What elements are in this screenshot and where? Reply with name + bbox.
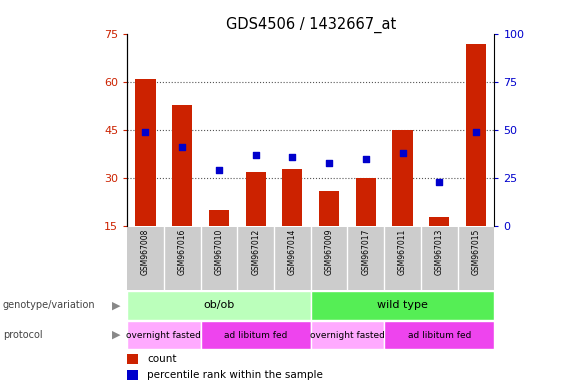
Text: percentile rank within the sample: percentile rank within the sample (147, 370, 323, 380)
Bar (127, 291, 311, 320)
Text: ad libitum fed: ad libitum fed (407, 331, 471, 339)
Title: GDS4506 / 1432667_at: GDS4506 / 1432667_at (225, 17, 396, 33)
Text: ad libitum fed: ad libitum fed (224, 331, 288, 339)
Text: GSM967016: GSM967016 (178, 229, 186, 275)
Bar (172, 104, 192, 226)
Text: GSM967009: GSM967009 (325, 229, 333, 275)
Text: GSM967010: GSM967010 (215, 229, 223, 275)
Point (324, 160, 333, 166)
Text: ▶: ▶ (111, 330, 120, 340)
Bar (393, 130, 412, 226)
Point (362, 156, 371, 162)
Text: overnight fasted: overnight fasted (127, 331, 201, 339)
Bar (127, 370, 138, 381)
Bar (282, 169, 302, 226)
Text: GSM967014: GSM967014 (288, 229, 297, 275)
Text: GSM967013: GSM967013 (435, 229, 444, 275)
Text: GSM967015: GSM967015 (472, 229, 480, 275)
Text: GSM967017: GSM967017 (362, 229, 370, 275)
Bar (356, 178, 376, 226)
Point (398, 150, 407, 156)
Text: GSM967012: GSM967012 (251, 229, 260, 275)
Point (215, 167, 224, 174)
Text: ob/ob: ob/ob (203, 300, 234, 311)
Text: GSM967011: GSM967011 (398, 229, 407, 275)
Bar (136, 79, 155, 226)
Point (177, 144, 186, 151)
Text: ▶: ▶ (111, 300, 120, 311)
Bar (201, 321, 311, 349)
Bar (384, 321, 494, 349)
Point (251, 152, 260, 158)
Point (141, 129, 150, 135)
Bar (311, 291, 494, 320)
Text: protocol: protocol (3, 330, 42, 340)
Point (288, 154, 297, 160)
Bar (429, 217, 449, 226)
Point (435, 179, 444, 185)
Bar (319, 191, 339, 226)
Text: overnight fasted: overnight fasted (310, 331, 385, 339)
Text: count: count (147, 354, 177, 364)
Bar (311, 321, 384, 349)
Bar (127, 354, 138, 364)
Text: wild type: wild type (377, 300, 428, 311)
Point (471, 129, 480, 135)
Bar (466, 44, 486, 226)
Bar (246, 172, 266, 226)
Text: genotype/variation: genotype/variation (3, 300, 95, 311)
Text: GSM967008: GSM967008 (141, 229, 150, 275)
Bar (127, 321, 201, 349)
Bar (209, 210, 229, 226)
